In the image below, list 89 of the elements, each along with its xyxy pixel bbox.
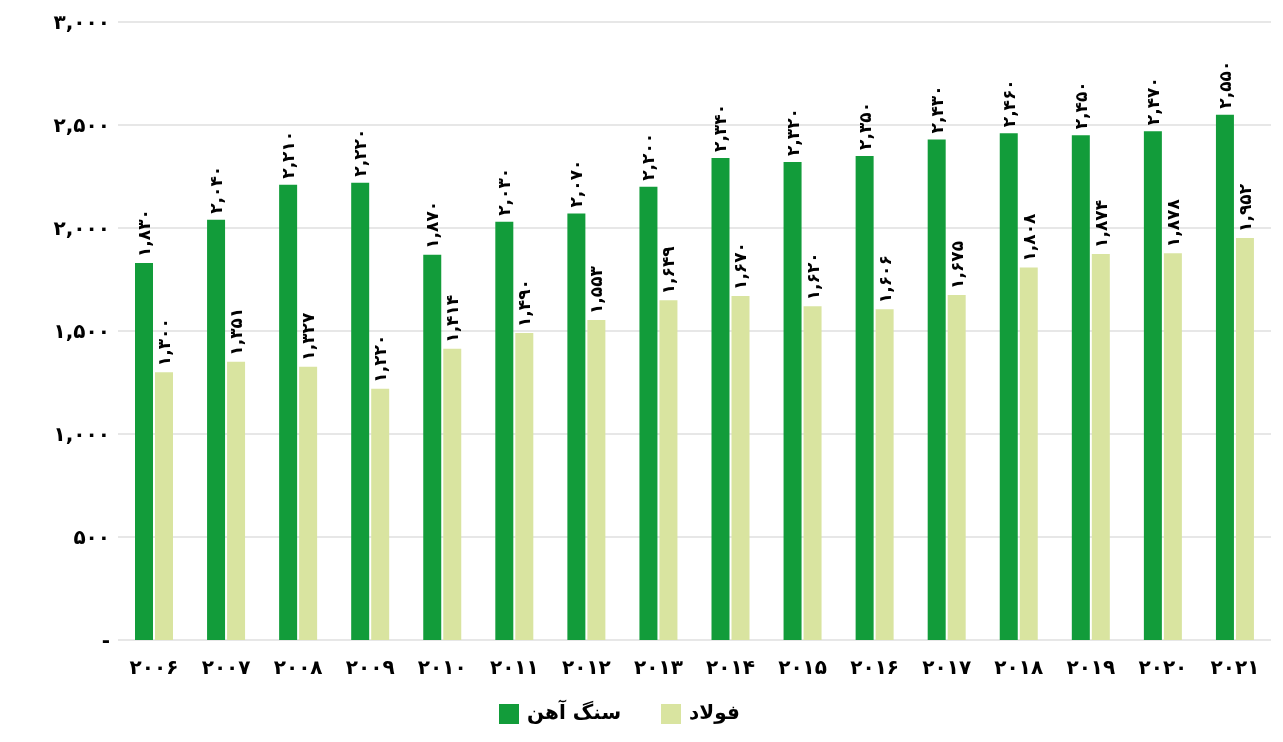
data-label: ۱,۵۵۳ [586,265,607,315]
data-label: ۱,۸۳۰ [134,209,154,258]
bar [495,221,514,640]
bar [1215,114,1234,640]
bar [803,306,822,640]
bar [227,361,246,640]
x-tick-label: ۲۰۱۹ [1066,655,1116,680]
bar [155,372,173,640]
bar [279,184,298,640]
legend-label: فولاد [689,700,740,724]
data-label: ۱,۸۰۸ [1018,212,1039,262]
x-tick-label: ۲۰۲۱ [1210,655,1260,680]
data-label: ۲,۲۰۰ [638,132,659,181]
data-label: ۲,۰۳۰ [494,167,515,216]
bar [299,366,318,640]
y-tick-label: ۳,۰۰۰ [53,10,110,35]
bar [207,219,226,640]
data-label: ۲,۰۷۰ [566,159,587,208]
bar [587,320,606,640]
x-tick-label: ۲۰۰۹ [345,655,395,680]
bar [855,155,874,640]
data-label: ۲,۲۲۰ [350,128,371,177]
data-label: ۲,۳۲۰ [782,108,803,157]
bar [731,295,750,640]
data-label: ۱,۶۴۹ [658,245,679,295]
data-label: ۱,۶۷۰ [730,242,751,290]
bar [947,294,966,640]
data-label: ۱,۴۱۴ [442,294,463,343]
data-label: ۱,۹۵۲ [1234,183,1255,232]
data-label: ۲,۴۶۰ [998,79,1019,128]
data-label: ۲,۵۵۰ [1214,60,1235,109]
bar [711,157,730,640]
data-label: ۲,۳۴۰ [710,103,731,152]
y-tick-label: ۱,۰۰۰ [53,422,110,447]
y-tick-label: ۲,۰۰۰ [53,216,110,241]
bar [423,254,442,640]
y-tick-label: ۲,۵۰۰ [53,113,110,138]
x-tick-label: ۲۰۱۴ [706,655,755,680]
data-label: ۱,۸۷۰ [422,200,443,249]
y-tick-label: ۱,۵۰۰ [53,319,110,344]
data-label: ۲,۳۵۰ [854,101,875,150]
bar [515,333,534,640]
data-label: ۲,۰۴۰ [206,165,227,214]
bar [371,388,390,640]
data-label: ۱,۲۲۰ [370,334,391,383]
bar [135,263,153,640]
y-tick-label: ۵۰۰ [73,525,110,550]
x-tick-label: ۲۰۱۰ [417,655,467,680]
x-tick-label: ۲۰۰۸ [273,655,323,680]
legend-label: سنگ آهن [527,700,622,724]
x-tick-label: ۲۰۱۲ [561,655,611,680]
bar [639,186,658,640]
data-label: ۲,۲۱۰ [278,130,299,179]
data-label: ۱,۳۵۱ [226,307,247,356]
x-tick-label: ۲۰۱۶ [850,655,900,680]
x-tick-label: ۲۰۰۷ [201,655,251,680]
bar [783,162,802,640]
data-label: ۲,۴۵۰ [1070,81,1091,130]
bar [875,309,894,640]
data-label: ۲,۴۳۰ [926,85,947,134]
bar [351,182,370,640]
bar [1163,253,1182,640]
bar [1143,131,1162,640]
bar [1235,237,1254,640]
data-label: ۱,۶۷۵ [946,240,967,289]
data-label: ۱,۴۹۰ [514,279,535,328]
bar [1091,253,1110,640]
data-label: ۱,۶۲۰ [802,252,823,301]
bar [443,348,462,640]
bar [927,139,946,640]
y-tick-label: - [101,628,110,653]
bar [659,300,678,640]
bar [999,133,1018,640]
bar [1071,135,1090,640]
x-tick-label: ۲۰۱۸ [994,655,1044,680]
data-label: ۱,۶۰۶ [874,255,895,304]
data-label: ۱,۸۷۸ [1162,198,1183,248]
bar [567,213,586,640]
data-label: ۱,۸۷۴ [1090,199,1111,248]
x-tick-label: ۲۰۱۵ [778,655,828,680]
x-tick-label: ۲۰۰۶ [129,655,179,680]
x-tick-label: ۲۰۱۱ [489,655,539,680]
data-label: ۱,۳۲۷ [298,312,319,361]
x-tick-label: ۲۰۲۰ [1138,655,1188,680]
bar [1019,267,1038,640]
data-label: ۲,۴۷۰ [1142,77,1163,126]
x-tick-label: ۲۰۱۳ [634,655,683,680]
data-label: ۱,۳۰۰ [154,318,174,367]
x-tick-label: ۲۰۱۷ [922,655,972,680]
